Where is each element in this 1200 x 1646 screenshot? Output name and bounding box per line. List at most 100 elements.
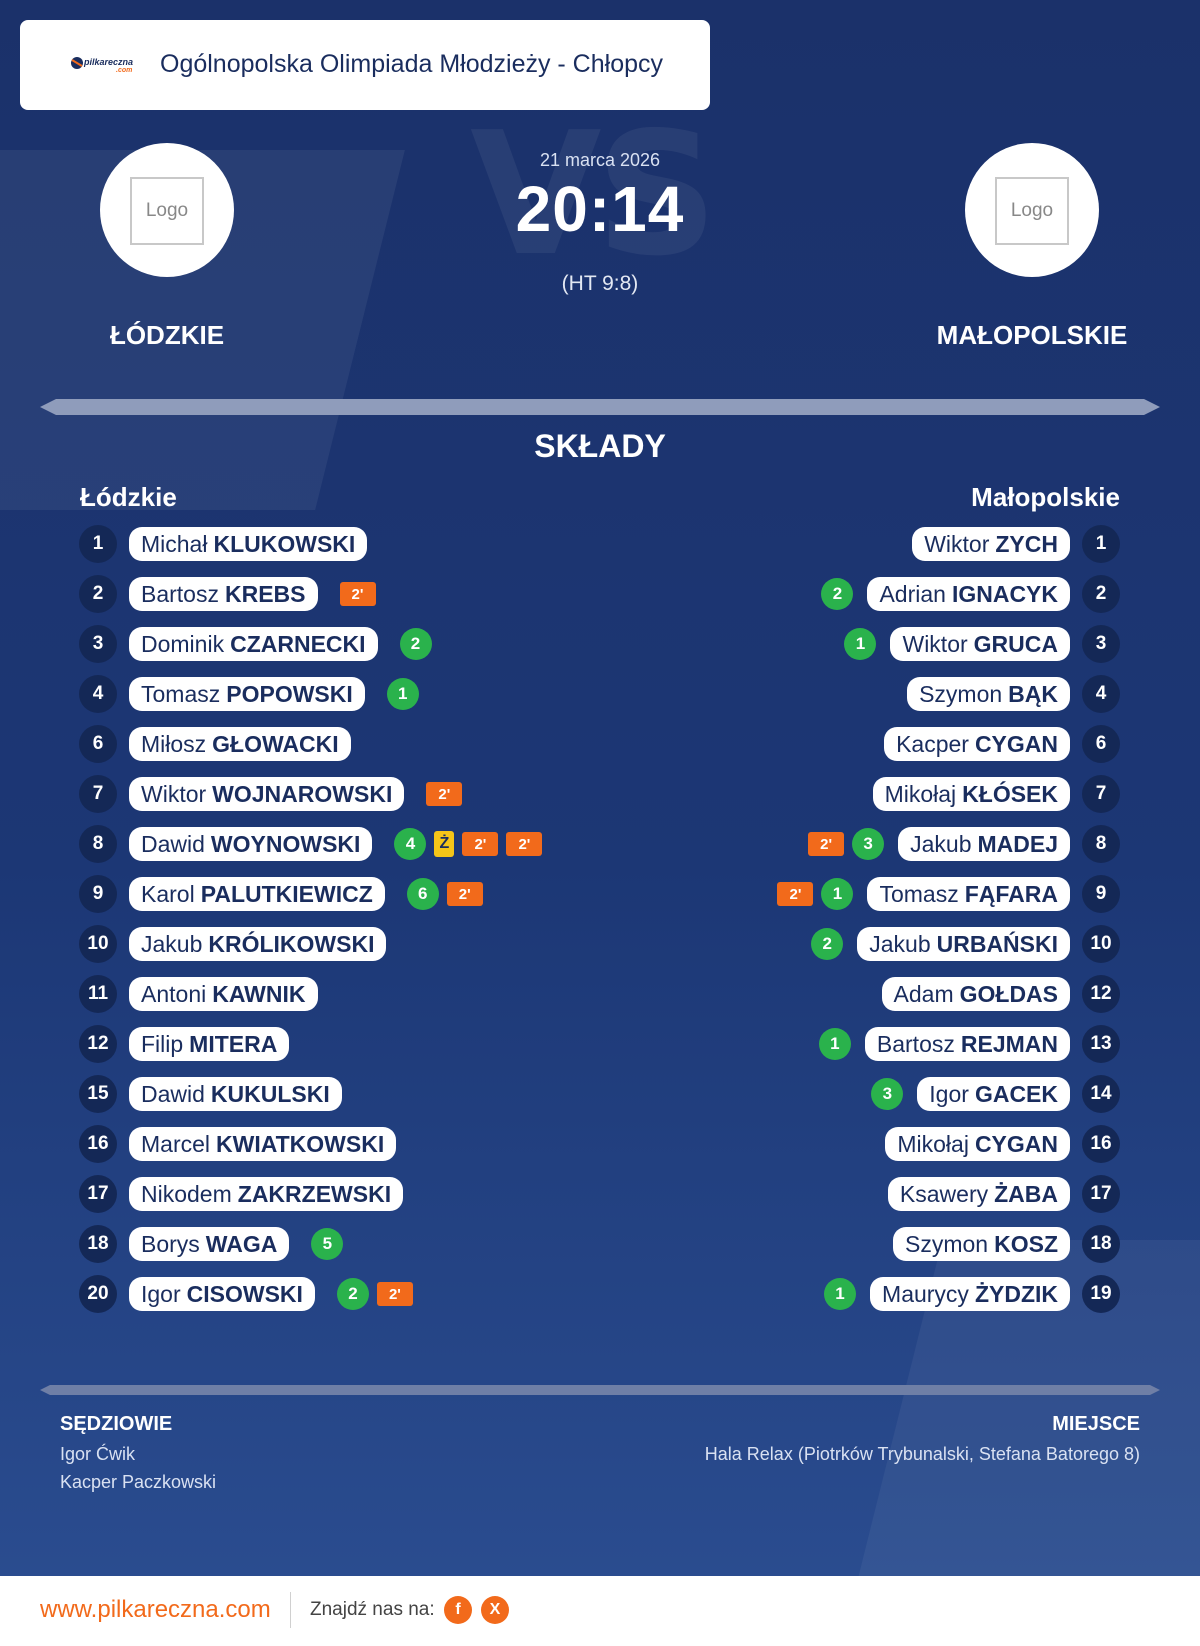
- player-name[interactable]: Karol PALUTKIEWICZ: [129, 877, 385, 911]
- x-icon[interactable]: X: [481, 1596, 509, 1624]
- player-name[interactable]: Wiktor GRUCA: [890, 627, 1070, 661]
- player-first-name: Szymon: [919, 680, 1003, 707]
- player-name[interactable]: Wiktor WOJNAROWSKI: [129, 777, 405, 811]
- player-row[interactable]: 16 Mikołaj CYGAN: [871, 1124, 1120, 1164]
- player-name[interactable]: Miłosz GŁOWACKI: [129, 727, 351, 761]
- player-row[interactable]: 19 Maurycy ŻYDZIK 1: [824, 1274, 1120, 1314]
- player-last-name: URBAŃSKI: [936, 930, 1058, 957]
- player-name[interactable]: Dawid WOYNOWSKI: [129, 827, 373, 861]
- website-link[interactable]: www.pilkareczna.com: [40, 1596, 271, 1623]
- player-number: 12: [79, 1025, 117, 1063]
- player-name[interactable]: Marcel KWIATKOWSKI: [129, 1127, 397, 1161]
- player-number: 17: [1082, 1175, 1120, 1213]
- player-row[interactable]: 7 Mikołaj KŁÓSEK: [859, 774, 1120, 814]
- player-name[interactable]: Jakub KRÓLIKOWSKI: [129, 927, 387, 961]
- player-row[interactable]: 8 Dawid WOYNOWSKI 4 Ż 2' 2': [79, 824, 543, 864]
- player-row[interactable]: 2 Bartosz KREBS 2': [79, 574, 376, 614]
- player-last-name: POPOWSKI: [226, 680, 353, 707]
- player-row[interactable]: 4 Tomasz POPOWSKI 1: [79, 674, 419, 714]
- player-name[interactable]: Jakub MADEJ: [898, 827, 1070, 861]
- player-row[interactable]: 1 Michał KLUKOWSKI: [79, 524, 389, 564]
- match-date: 21 marca 2026: [539, 150, 661, 170]
- player-row[interactable]: 17 Nikodem ZAKRZEWSKI: [79, 1174, 425, 1214]
- player-last-name: KAWNIK: [212, 980, 306, 1007]
- player-first-name: Igor: [141, 1280, 181, 1307]
- player-name[interactable]: Tomasz POPOWSKI: [129, 677, 365, 711]
- player-last-name: BĄK: [1008, 680, 1058, 707]
- player-row[interactable]: 2 Adrian IGNACYK 2: [821, 574, 1120, 614]
- suspension-badge: 2': [339, 582, 376, 606]
- away-lineup-heading: Małopolskie: [971, 482, 1120, 512]
- player-name[interactable]: Dominik CZARNECKI: [129, 627, 378, 661]
- player-row[interactable]: 18 Szymon KOSZ: [879, 1224, 1120, 1264]
- player-row[interactable]: 3 Dominik CZARNECKI 2: [79, 624, 432, 664]
- player-row[interactable]: 6 Kacper CYGAN: [870, 724, 1120, 764]
- goals-badge: 5: [311, 1228, 344, 1260]
- player-name[interactable]: Borys WAGA: [129, 1227, 290, 1261]
- player-row[interactable]: 10 Jakub URBAŃSKI 2: [811, 924, 1120, 964]
- player-first-name: Wiktor: [924, 530, 990, 557]
- player-last-name: ŻYDZIK: [974, 1280, 1058, 1307]
- player-number: 8: [79, 825, 117, 863]
- player-name[interactable]: Antoni KAWNIK: [129, 977, 318, 1011]
- player-row[interactable]: 14 Igor GACEK 3: [871, 1074, 1120, 1114]
- player-name[interactable]: Adam GOŁDAS: [881, 977, 1070, 1011]
- player-name[interactable]: Tomasz FĄFARA: [867, 877, 1070, 911]
- player-number: 7: [1082, 775, 1120, 813]
- player-row[interactable]: 18 Borys WAGA 5: [79, 1224, 344, 1264]
- player-row[interactable]: 20 Igor CISOWSKI 2 2': [79, 1274, 413, 1314]
- player-row[interactable]: 12 Filip MITERA: [79, 1024, 311, 1064]
- player-name[interactable]: Maurycy ŻYDZIK: [870, 1277, 1070, 1311]
- player-number: 8: [1082, 825, 1120, 863]
- player-name[interactable]: Szymon KOSZ: [893, 1227, 1070, 1261]
- player-row[interactable]: 3 Wiktor GRUCA 1: [844, 624, 1120, 664]
- player-row[interactable]: 8 Jakub MADEJ 3 2': [808, 824, 1120, 864]
- facebook-icon[interactable]: f: [444, 1596, 472, 1624]
- player-name[interactable]: Igor CISOWSKI: [129, 1277, 315, 1311]
- player-first-name: Dawid: [141, 1080, 205, 1107]
- player-stats: 3 2': [808, 828, 885, 860]
- competition-title: Ogólnopolska Olimpiada Młodzieży - Chłop…: [160, 50, 664, 78]
- player-number: 9: [1082, 875, 1120, 913]
- player-row[interactable]: 7 Wiktor WOJNAROWSKI 2': [79, 774, 463, 814]
- player-row[interactable]: 12 Adam GOŁDAS: [868, 974, 1120, 1014]
- player-name[interactable]: Bartosz KREBS: [129, 577, 318, 611]
- player-name[interactable]: Filip MITERA: [129, 1027, 290, 1061]
- suspension-badge: 2': [808, 832, 845, 856]
- player-number: 16: [1082, 1125, 1120, 1163]
- player-row[interactable]: 13 Bartosz REJMAN 1: [818, 1024, 1120, 1064]
- player-row[interactable]: 10 Jakub KRÓLIKOWSKI: [79, 924, 408, 964]
- brand-logo[interactable]: pilkareczna .com: [70, 54, 142, 78]
- player-first-name: Borys: [141, 1230, 200, 1257]
- player-name[interactable]: Kacper CYGAN: [884, 727, 1070, 761]
- referee-name: Igor Ćwik: [60, 1444, 136, 1464]
- player-name[interactable]: Bartosz REJMAN: [864, 1027, 1070, 1061]
- player-name[interactable]: Mikołaj KŁÓSEK: [872, 777, 1070, 811]
- player-name[interactable]: Wiktor ZYCH: [912, 527, 1070, 561]
- player-name[interactable]: Nikodem ZAKRZEWSKI: [129, 1177, 404, 1211]
- player-name[interactable]: Ksawery ŻABA: [887, 1177, 1070, 1211]
- player-row[interactable]: 15 Dawid KUKULSKI: [79, 1074, 364, 1114]
- player-name[interactable]: Jakub URBAŃSKI: [857, 927, 1070, 961]
- player-row[interactable]: 1 Wiktor ZYCH: [898, 524, 1120, 564]
- player-name[interactable]: Adrian IGNACYK: [867, 577, 1070, 611]
- suspension-badge: 2': [777, 882, 814, 906]
- player-name[interactable]: Szymon BĄK: [907, 677, 1070, 711]
- player-name[interactable]: Michał KLUKOWSKI: [129, 527, 368, 561]
- player-number: 1: [79, 525, 117, 563]
- player-name[interactable]: Mikołaj CYGAN: [885, 1127, 1070, 1161]
- player-row[interactable]: 4 Szymon BĄK: [893, 674, 1120, 714]
- player-row[interactable]: 9 Karol PALUTKIEWICZ 6 2': [79, 874, 483, 914]
- player-name[interactable]: Dawid KUKULSKI: [129, 1077, 342, 1111]
- player-row[interactable]: 11 Antoni KAWNIK: [79, 974, 340, 1014]
- lineups-title: SKŁADY: [534, 428, 666, 464]
- player-last-name: KRÓLIKOWSKI: [208, 930, 375, 957]
- player-last-name: MITERA: [189, 1030, 278, 1057]
- player-number: 16: [79, 1125, 117, 1163]
- player-name[interactable]: Igor GACEK: [917, 1077, 1070, 1111]
- player-row[interactable]: 16 Marcel KWIATKOWSKI: [79, 1124, 418, 1164]
- player-row[interactable]: 17 Ksawery ŻABA: [874, 1174, 1120, 1214]
- player-stats: 2': [339, 582, 376, 606]
- player-row[interactable]: 9 Tomasz FĄFARA 1 2': [777, 874, 1120, 914]
- player-row[interactable]: 6 Miłosz GŁOWACKI: [79, 724, 373, 764]
